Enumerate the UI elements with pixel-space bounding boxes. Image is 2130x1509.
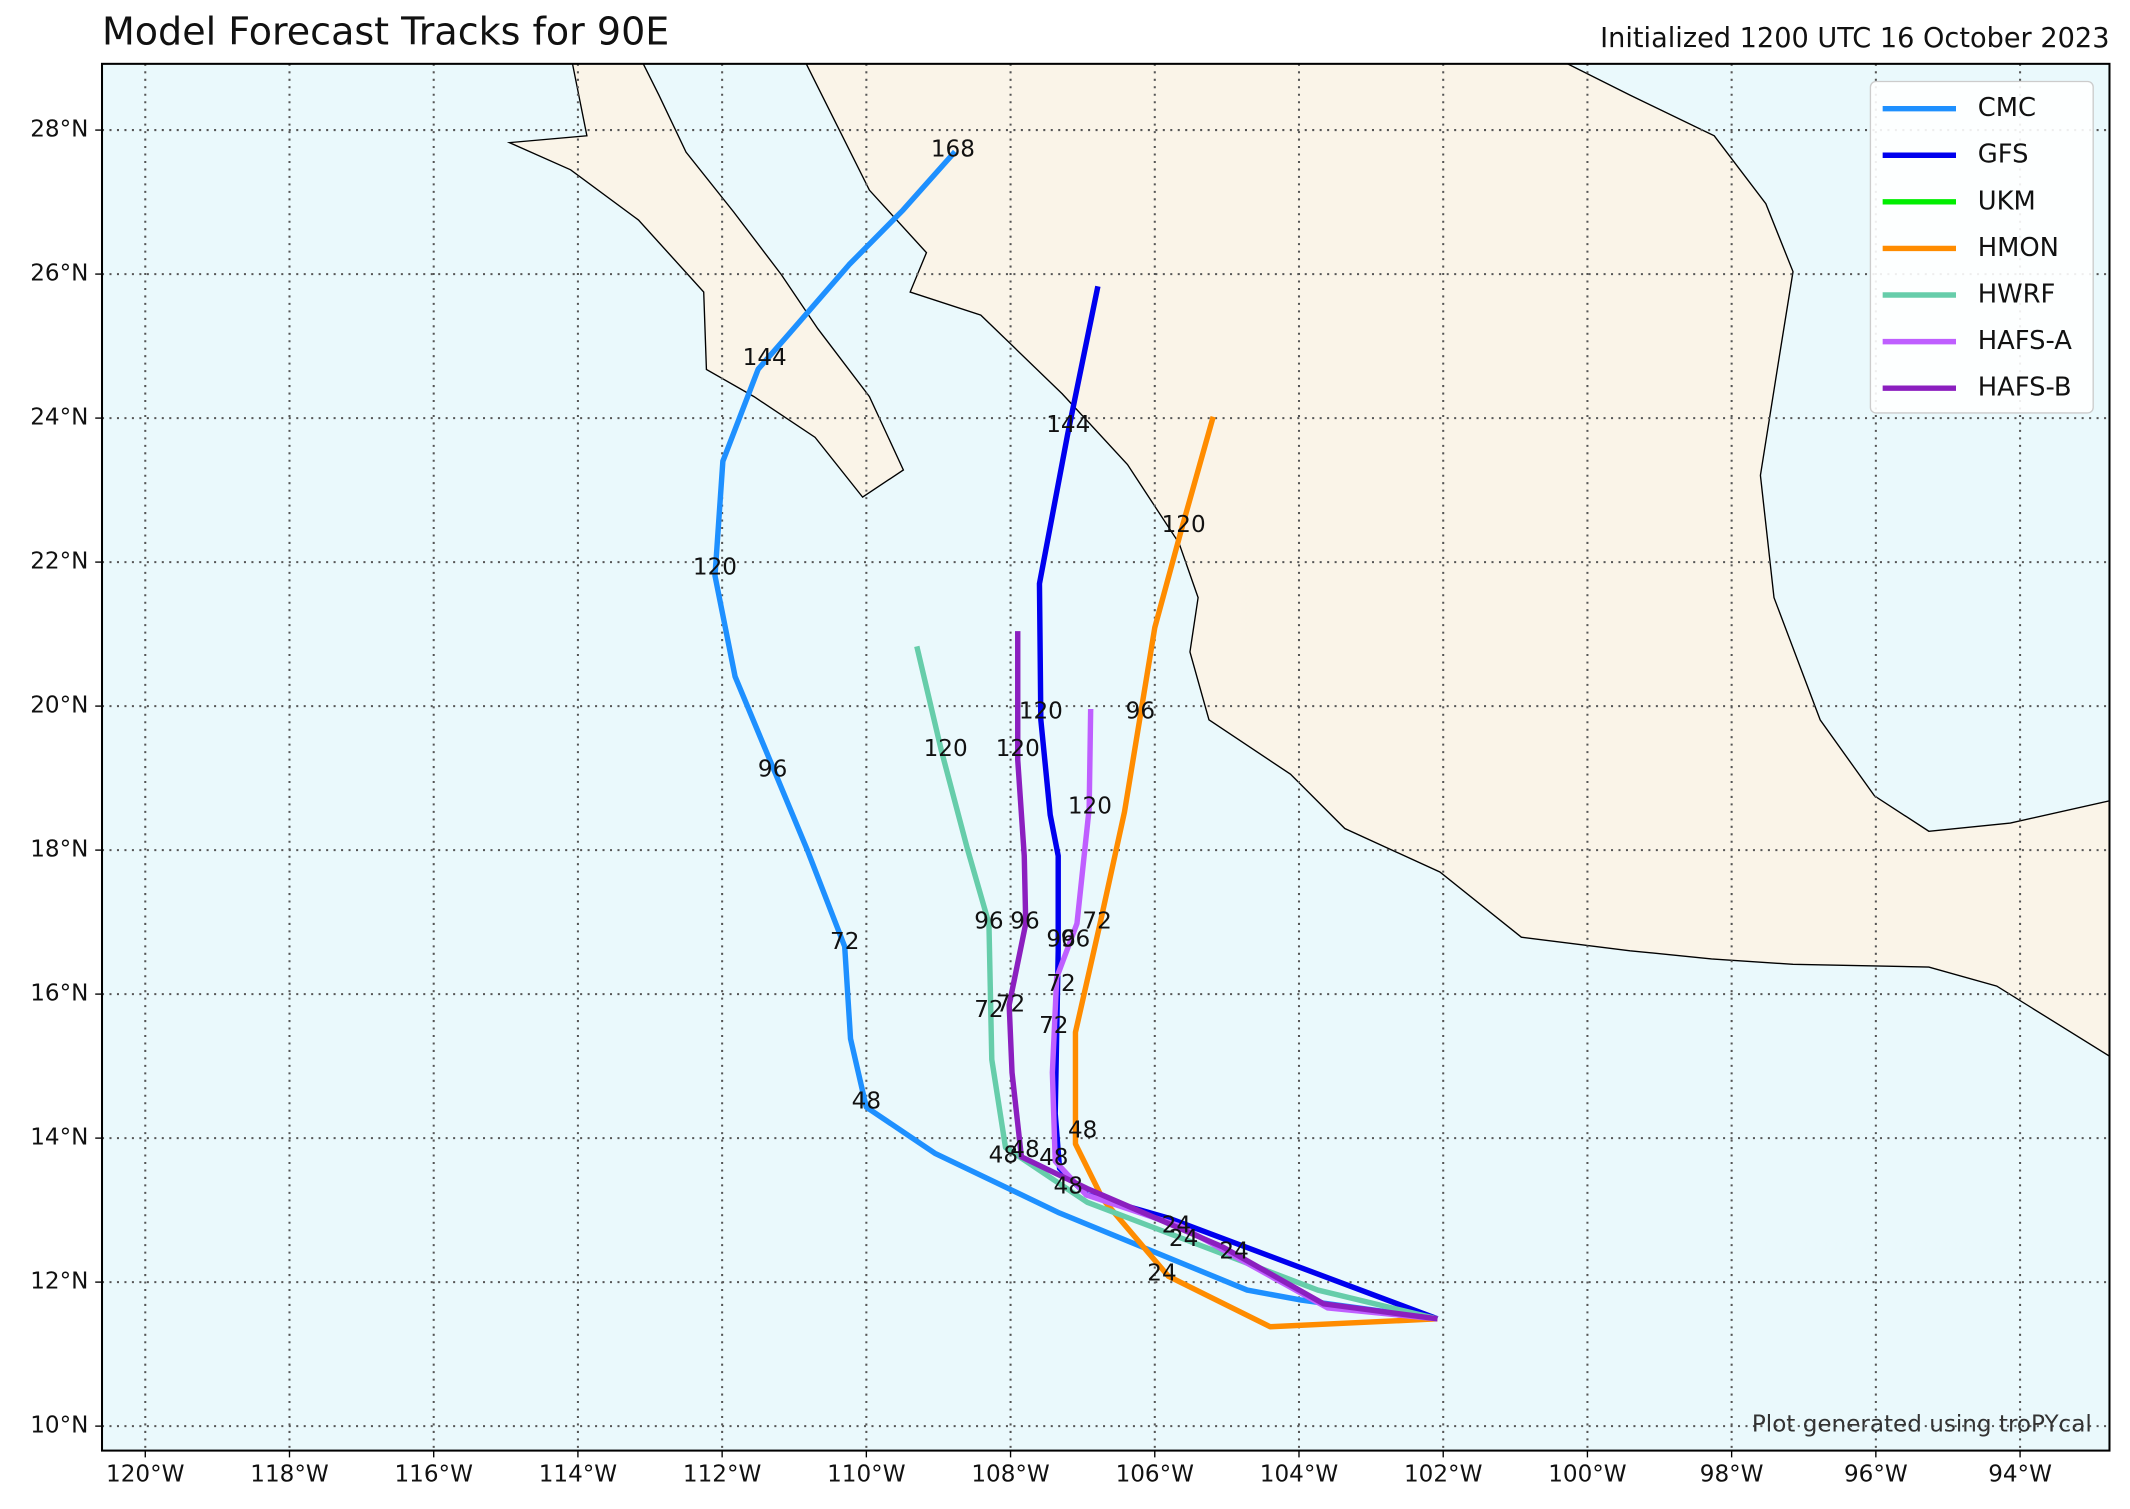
x-tick-label: 114°W — [539, 1462, 618, 1488]
forecast-hour-label: 48 — [1010, 1137, 1039, 1163]
forecast-hour-label: 48 — [1054, 1174, 1083, 1200]
legend-label: GFS — [1978, 140, 2029, 170]
forecast-hour-label: 48 — [1039, 1145, 1068, 1171]
x-tick-label: 98°W — [1700, 1462, 1764, 1488]
credit: Plot generated using troPYcal — [1752, 1411, 2092, 1437]
y-tick-label: 24°N — [30, 405, 88, 431]
forecast-hour-label: 96 — [1046, 927, 1075, 953]
forecast-hour-label: 48 — [852, 1089, 881, 1115]
forecast-hour-label: 120 — [1019, 698, 1063, 724]
forecast-hour-label: 96 — [1126, 698, 1155, 724]
forecast-track — [1006, 631, 1438, 1322]
legend-label: UKM — [1978, 186, 2036, 216]
x-tick-label: 112°W — [683, 1462, 762, 1488]
x-tick-label: 110°W — [827, 1462, 906, 1488]
forecast-track — [712, 149, 1438, 1322]
x-tick-label: 120°W — [106, 1462, 185, 1488]
x-tick-label: 118°W — [250, 1462, 329, 1488]
forecast-hour-label: 24 — [1162, 1212, 1191, 1238]
x-tick-label: 108°W — [971, 1462, 1050, 1488]
x-tick-label: 104°W — [1260, 1462, 1339, 1488]
forecast-hour-label: 120 — [693, 554, 737, 580]
forecast-hour-label: 24 — [1219, 1238, 1248, 1264]
forecast-hour-label: 48 — [1068, 1117, 1097, 1143]
y-tick-label: 22°N — [30, 549, 88, 575]
x-tick-label: 100°W — [1548, 1462, 1627, 1488]
forecast-hour-label: 72 — [830, 929, 859, 955]
forecast-hour-label: 96 — [974, 909, 1003, 935]
forecast-hour-label: 120 — [1068, 793, 1112, 819]
legend-box — [1869, 80, 2094, 414]
legend-label: HAFS-A — [1978, 326, 2073, 356]
forecast-hour-label: 48 — [989, 1143, 1018, 1169]
map-frame — [100, 62, 2111, 1452]
forecast-hour-label: 144 — [743, 345, 787, 371]
legend-label: HMON — [1978, 233, 2059, 263]
forecast-hour-label: 72 — [974, 997, 1003, 1023]
forecast-hour-label: 168 — [931, 137, 975, 163]
x-tick-label: 94°W — [1988, 1462, 2052, 1488]
forecast-hour-label: 96 — [1061, 927, 1090, 953]
y-tick-label: 12°N — [30, 1269, 88, 1295]
y-tick-label: 16°N — [30, 981, 88, 1007]
forecast-hour-label: 24 — [1169, 1226, 1198, 1252]
forecast-hour-label: 72 — [996, 991, 1025, 1017]
x-tick-label: 106°W — [1116, 1462, 1195, 1488]
map-title: Model Forecast Tracks for 90E — [102, 9, 669, 53]
forecast-hour-label: 120 — [996, 736, 1040, 762]
y-tick-label: 26°N — [30, 261, 88, 287]
x-tick-label: 96°W — [1844, 1462, 1908, 1488]
forecast-hour-label: 96 — [1010, 909, 1039, 935]
y-tick-label: 14°N — [30, 1125, 88, 1151]
y-tick-label: 18°N — [30, 837, 88, 863]
legend: CMC GFS UKM HMON HWRF HAFS-A HAFS-B — [1869, 80, 2094, 414]
forecast-hour-label: 120 — [1162, 512, 1206, 538]
map-subtitle: Initialized 1200 UTC 16 October 2023 — [1600, 23, 2109, 54]
legend-label: HAFS-B — [1978, 373, 2072, 403]
forecast-hour-label: 96 — [758, 757, 787, 783]
x-tick-label: 102°W — [1404, 1462, 1483, 1488]
forecast-hour-label: 72 — [1046, 971, 1075, 997]
y-tick-label: 28°N — [30, 117, 88, 143]
forecast-hour-label: 24 — [1147, 1261, 1176, 1287]
x-tick-label: 116°W — [394, 1462, 473, 1488]
legend-label: HWRF — [1978, 280, 2056, 310]
y-tick-label: 20°N — [30, 693, 88, 719]
forecast-hour-label: 144 — [1046, 412, 1090, 438]
forecast-hour-label: 72 — [1082, 909, 1111, 935]
land — [506, 63, 2110, 1058]
forecast-hour-label: 120 — [924, 736, 968, 762]
y-tick-label: 10°N — [30, 1413, 88, 1439]
legend-label: CMC — [1978, 93, 2036, 123]
forecast-hour-label: 72 — [1039, 1013, 1068, 1039]
forecast-track — [1072, 415, 1438, 1330]
